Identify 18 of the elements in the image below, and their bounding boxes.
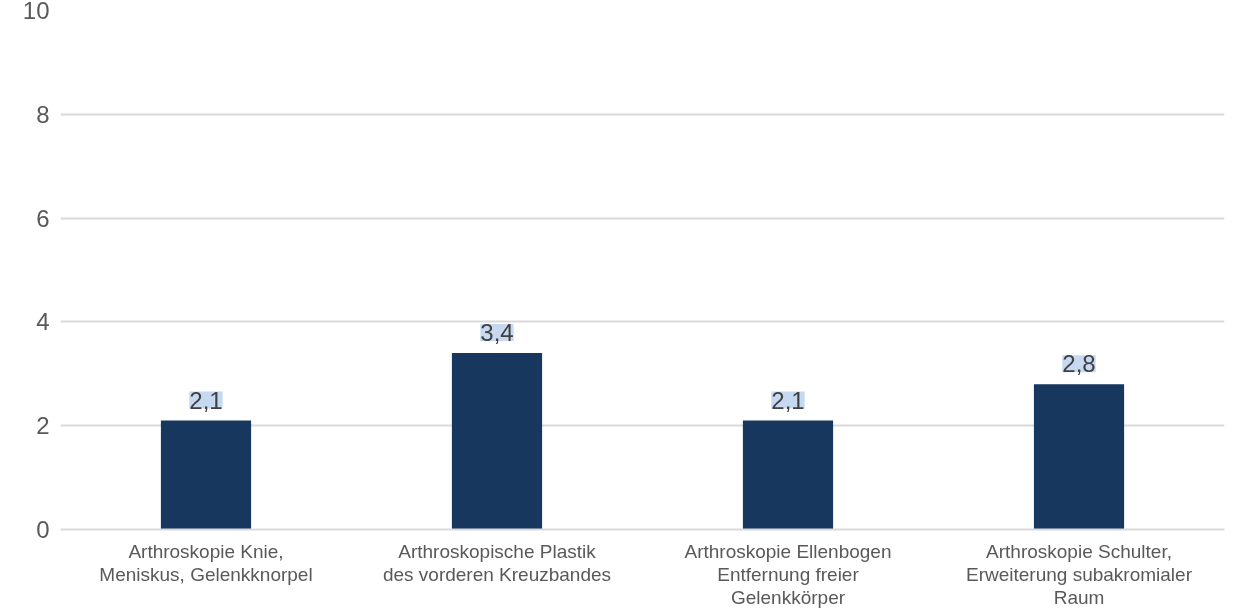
bar — [1033, 384, 1125, 530]
bar — [451, 353, 543, 530]
y-tick-label: 0 — [36, 516, 50, 543]
x-tick-label: Arthroskopie Knie, Meniskus, Gelenkknorpel — [99, 540, 313, 585]
y-tick-label: 6 — [36, 204, 50, 232]
bar — [742, 420, 834, 530]
y-tick-label: 2 — [36, 412, 50, 440]
data-label: 3,4 — [480, 319, 514, 347]
x-tick-label: Arthroskopie Schulter, Erweiterung subakromialer Raum — [966, 540, 1193, 608]
y-tick-label: 4 — [36, 308, 50, 336]
data-label: 2,8 — [1062, 350, 1096, 378]
x-tick-label: Arthroskopische Plastik des vorderen Kreuzbandes — [382, 540, 612, 585]
data-label: 2,1 — [189, 386, 223, 414]
y-tick-label: 8 — [36, 100, 50, 128]
x-tick-label: Arthroskopie Ellenbogen Entfernung freier Gelenkkörper — [684, 540, 892, 608]
data-label: 2,1 — [771, 386, 805, 414]
bar — [160, 420, 252, 530]
y-tick-label: 10 — [22, 0, 50, 24]
